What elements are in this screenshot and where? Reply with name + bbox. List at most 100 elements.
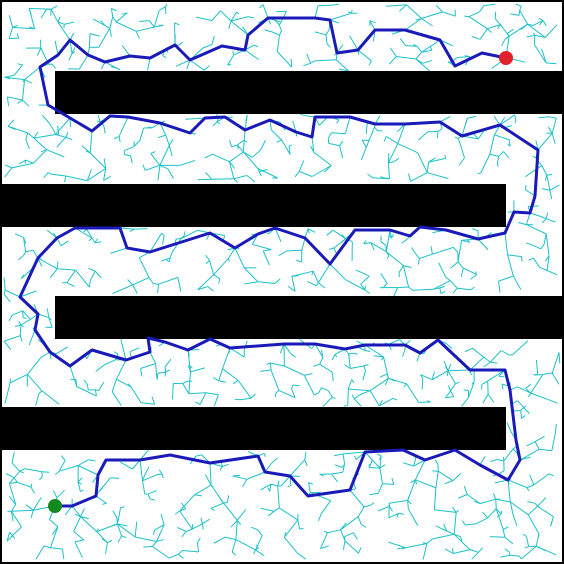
tree-edge xyxy=(527,501,536,504)
tree-edge xyxy=(532,257,541,268)
tree-edge xyxy=(121,12,128,15)
tree-edge xyxy=(166,259,170,263)
tree-edge xyxy=(20,269,32,280)
tree-edge xyxy=(364,289,371,294)
tree-edge xyxy=(361,524,367,528)
tree-edge xyxy=(18,255,24,261)
tree-edge xyxy=(397,123,406,144)
tree-edge xyxy=(13,477,18,483)
tree-edge xyxy=(161,473,164,479)
tree-edge xyxy=(202,44,213,49)
tree-edge xyxy=(212,121,218,127)
tree-edge xyxy=(211,10,221,21)
tree-edge xyxy=(51,173,66,177)
tree-edge xyxy=(113,351,119,355)
tree-edge xyxy=(457,240,463,263)
tree-edge xyxy=(428,157,446,163)
tree-edge xyxy=(55,346,68,355)
tree-edge xyxy=(446,530,455,535)
tree-edge xyxy=(457,261,464,269)
tree-edge xyxy=(4,335,21,342)
tree-edge xyxy=(460,267,464,277)
tree-edge xyxy=(379,464,386,469)
tree-edge xyxy=(363,240,367,245)
tree-edge xyxy=(232,165,235,169)
tree-edge xyxy=(385,229,391,252)
tree-edge xyxy=(222,347,231,369)
tree-edge xyxy=(278,389,296,399)
tree-edge xyxy=(468,11,480,18)
tree-edge xyxy=(558,352,561,364)
tree-edge xyxy=(538,116,550,119)
tree-edge xyxy=(303,62,311,67)
tree-edge xyxy=(266,231,271,235)
tree-edge xyxy=(23,237,27,244)
tree-edge xyxy=(50,526,59,548)
tree-edge xyxy=(57,16,61,23)
tree-edge xyxy=(414,479,418,485)
tree-edge xyxy=(233,175,247,180)
tree-edge xyxy=(16,33,20,39)
tree-edge xyxy=(410,172,428,182)
tree-edge xyxy=(465,523,477,526)
tree-edge xyxy=(87,168,106,182)
tree-edge xyxy=(526,441,536,447)
tree-edge xyxy=(117,523,136,538)
tree-edge xyxy=(232,475,248,480)
tree-edge xyxy=(355,269,363,274)
tree-edge xyxy=(551,352,560,374)
tree-edge xyxy=(410,247,416,254)
tree-edge xyxy=(477,172,481,175)
tree-edge xyxy=(46,149,65,158)
tree-edge xyxy=(103,175,112,181)
tree-edge xyxy=(4,289,21,298)
tree-edge xyxy=(142,480,146,495)
tree-edge xyxy=(321,349,324,358)
tree-edge xyxy=(403,383,408,388)
tree-edge xyxy=(143,545,153,548)
tree-edge xyxy=(264,462,273,473)
tree-edge xyxy=(385,245,387,252)
tree-edge xyxy=(349,35,359,51)
tree-edge xyxy=(255,549,265,557)
tree-edge xyxy=(9,531,16,539)
tree-edge xyxy=(113,135,120,140)
tree-edge xyxy=(168,138,174,146)
tree-edge xyxy=(213,540,218,544)
tree-edge xyxy=(551,373,560,385)
tree-edge xyxy=(209,462,212,486)
tree-edge xyxy=(368,60,372,66)
tree-edge xyxy=(222,463,229,467)
tree-edge xyxy=(307,228,310,234)
tree-edge xyxy=(314,59,337,62)
tree-edge xyxy=(331,354,336,361)
tree-edge xyxy=(243,267,259,283)
tree-edge xyxy=(202,523,204,530)
tree-edge xyxy=(37,257,58,270)
tree-edge xyxy=(535,545,546,552)
tree-edge xyxy=(12,26,35,30)
tree-edge xyxy=(13,64,23,76)
tree-edge xyxy=(25,139,30,149)
tree-edge xyxy=(140,368,143,377)
tree-edge xyxy=(229,161,235,179)
tree-edge xyxy=(153,10,160,28)
tree-edge xyxy=(185,118,194,120)
tree-edge xyxy=(404,18,422,31)
tree-edge xyxy=(380,176,385,179)
tree-edge xyxy=(435,471,439,488)
tree-edge xyxy=(363,504,371,508)
tree-edge xyxy=(56,489,65,499)
tree-edge xyxy=(388,339,400,345)
tree-edge xyxy=(328,247,335,250)
tree-edge xyxy=(185,528,193,532)
tree-edge xyxy=(94,389,97,397)
tree-edge xyxy=(244,281,259,285)
tree-edge xyxy=(25,132,29,141)
tree-edge xyxy=(297,519,301,530)
tree-edge xyxy=(88,280,91,288)
tree-edge xyxy=(475,271,478,275)
tree-edge xyxy=(450,391,455,397)
tree-edge xyxy=(22,79,26,101)
tree-edge xyxy=(233,178,238,183)
